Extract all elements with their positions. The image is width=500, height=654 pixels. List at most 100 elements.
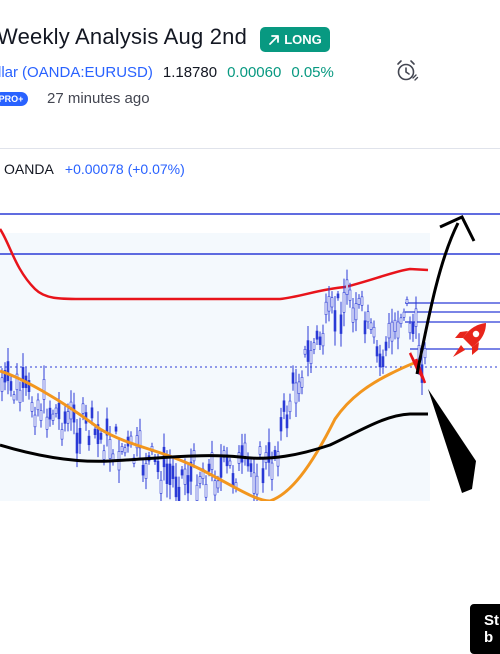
candle-body xyxy=(327,296,331,312)
alarm-clock-icon[interactable] xyxy=(394,58,420,84)
candles-group xyxy=(0,269,427,501)
projection-arrowhead xyxy=(439,215,476,242)
candle-body xyxy=(156,460,160,473)
candle-body xyxy=(318,336,322,345)
candle-body xyxy=(66,411,70,424)
candle-body xyxy=(93,428,97,435)
candle-body xyxy=(90,407,94,419)
candle-body xyxy=(333,310,337,332)
candle-body xyxy=(255,475,259,495)
candle-body xyxy=(0,377,4,392)
candle-body xyxy=(45,416,49,430)
candle-body xyxy=(297,381,301,394)
candle-body xyxy=(393,319,397,332)
long-badge[interactable]: LONG xyxy=(260,27,330,52)
price-chart[interactable] xyxy=(0,149,500,501)
candle-body xyxy=(345,279,349,295)
idea-header: Weekly Analysis Aug 2nd LONG llar (OANDA… xyxy=(0,0,500,148)
candle-body xyxy=(3,370,7,383)
candle-body xyxy=(228,460,232,466)
rocket-icon xyxy=(453,323,486,357)
published-time: 27 minutes ago xyxy=(47,90,150,107)
candle-body xyxy=(375,346,379,357)
chart-area[interactable]: OANDA +0.00078 (+0.07%) St b xyxy=(0,148,500,654)
candle-body xyxy=(171,465,175,479)
candle-body xyxy=(180,469,184,476)
candle-body xyxy=(138,430,142,449)
candle-body xyxy=(105,418,109,436)
candle-body xyxy=(282,400,286,412)
candle-body xyxy=(36,399,40,411)
candle-body xyxy=(48,407,52,420)
candle-body xyxy=(9,381,13,391)
candle-body xyxy=(96,424,100,445)
price-change: 0.00060 xyxy=(227,63,282,81)
projection-arrow xyxy=(415,222,460,375)
candle-body xyxy=(279,417,283,432)
candle-body xyxy=(21,367,25,388)
candle-body xyxy=(408,322,412,334)
chart-legend: OANDA +0.00078 (+0.07%) xyxy=(4,161,185,177)
candle-body xyxy=(207,463,211,472)
symbol-row: llar (OANDA:EURUSD) 1.18780 0.00060 0.05… xyxy=(0,62,334,82)
candle-body xyxy=(372,326,376,338)
candle-body xyxy=(60,429,64,440)
candle-body xyxy=(324,301,328,315)
candle-body xyxy=(18,389,22,403)
candle-body xyxy=(15,373,19,391)
candle-body xyxy=(12,394,16,401)
symbol-prefix[interactable]: llar xyxy=(0,63,19,81)
candle-body xyxy=(348,289,352,301)
candle-body xyxy=(183,468,187,485)
candle-body xyxy=(135,435,139,449)
candle-body xyxy=(78,428,82,444)
candle-body xyxy=(87,435,91,446)
candle-body xyxy=(63,411,67,424)
candle-body xyxy=(387,322,391,339)
candle-body xyxy=(303,349,307,355)
candle-body xyxy=(177,486,181,501)
candle-body xyxy=(57,402,61,420)
candle-body xyxy=(99,432,103,440)
legend-change: +0.00078 (+0.07%) xyxy=(64,161,185,177)
candle-body xyxy=(405,299,409,304)
candle-body xyxy=(27,380,31,392)
note-box: St b xyxy=(470,604,500,654)
candle-body xyxy=(339,314,343,334)
candle-body xyxy=(51,413,55,421)
candle-body xyxy=(33,414,37,428)
candle-body xyxy=(414,308,418,327)
last-price: 1.18780 xyxy=(162,63,218,81)
candle-body xyxy=(321,333,325,347)
candle-body xyxy=(30,402,34,412)
candle-body xyxy=(267,442,271,463)
candle-body xyxy=(369,322,373,330)
bollinger-upper-band xyxy=(0,228,429,301)
candle-body xyxy=(249,463,253,472)
candle-body xyxy=(210,452,214,470)
candle-body xyxy=(273,449,277,457)
candle-body xyxy=(291,372,295,384)
callout-pointer xyxy=(428,389,476,493)
candle-body xyxy=(144,463,148,479)
arrow-up-right-icon xyxy=(269,34,280,45)
candle-body xyxy=(330,297,334,308)
price-change-pct: 0.05% xyxy=(291,63,334,81)
candle-body xyxy=(357,298,361,305)
candle-body xyxy=(258,446,262,455)
candle-body xyxy=(186,475,190,494)
candle-body xyxy=(390,321,394,342)
symbol-link[interactable]: (OANDA:EURUSD) xyxy=(22,63,153,81)
candle-body xyxy=(102,450,106,460)
candle-body xyxy=(120,446,124,452)
candle-body xyxy=(270,462,274,480)
candle-body xyxy=(42,379,46,400)
candle-body xyxy=(336,293,340,299)
candle-body xyxy=(396,321,400,339)
candle-body xyxy=(261,468,265,484)
pro-badge: PRO+ xyxy=(0,92,28,106)
candle-body xyxy=(75,432,79,454)
candle-body xyxy=(213,480,217,496)
candle-body xyxy=(198,476,202,484)
candle-body xyxy=(252,472,256,494)
